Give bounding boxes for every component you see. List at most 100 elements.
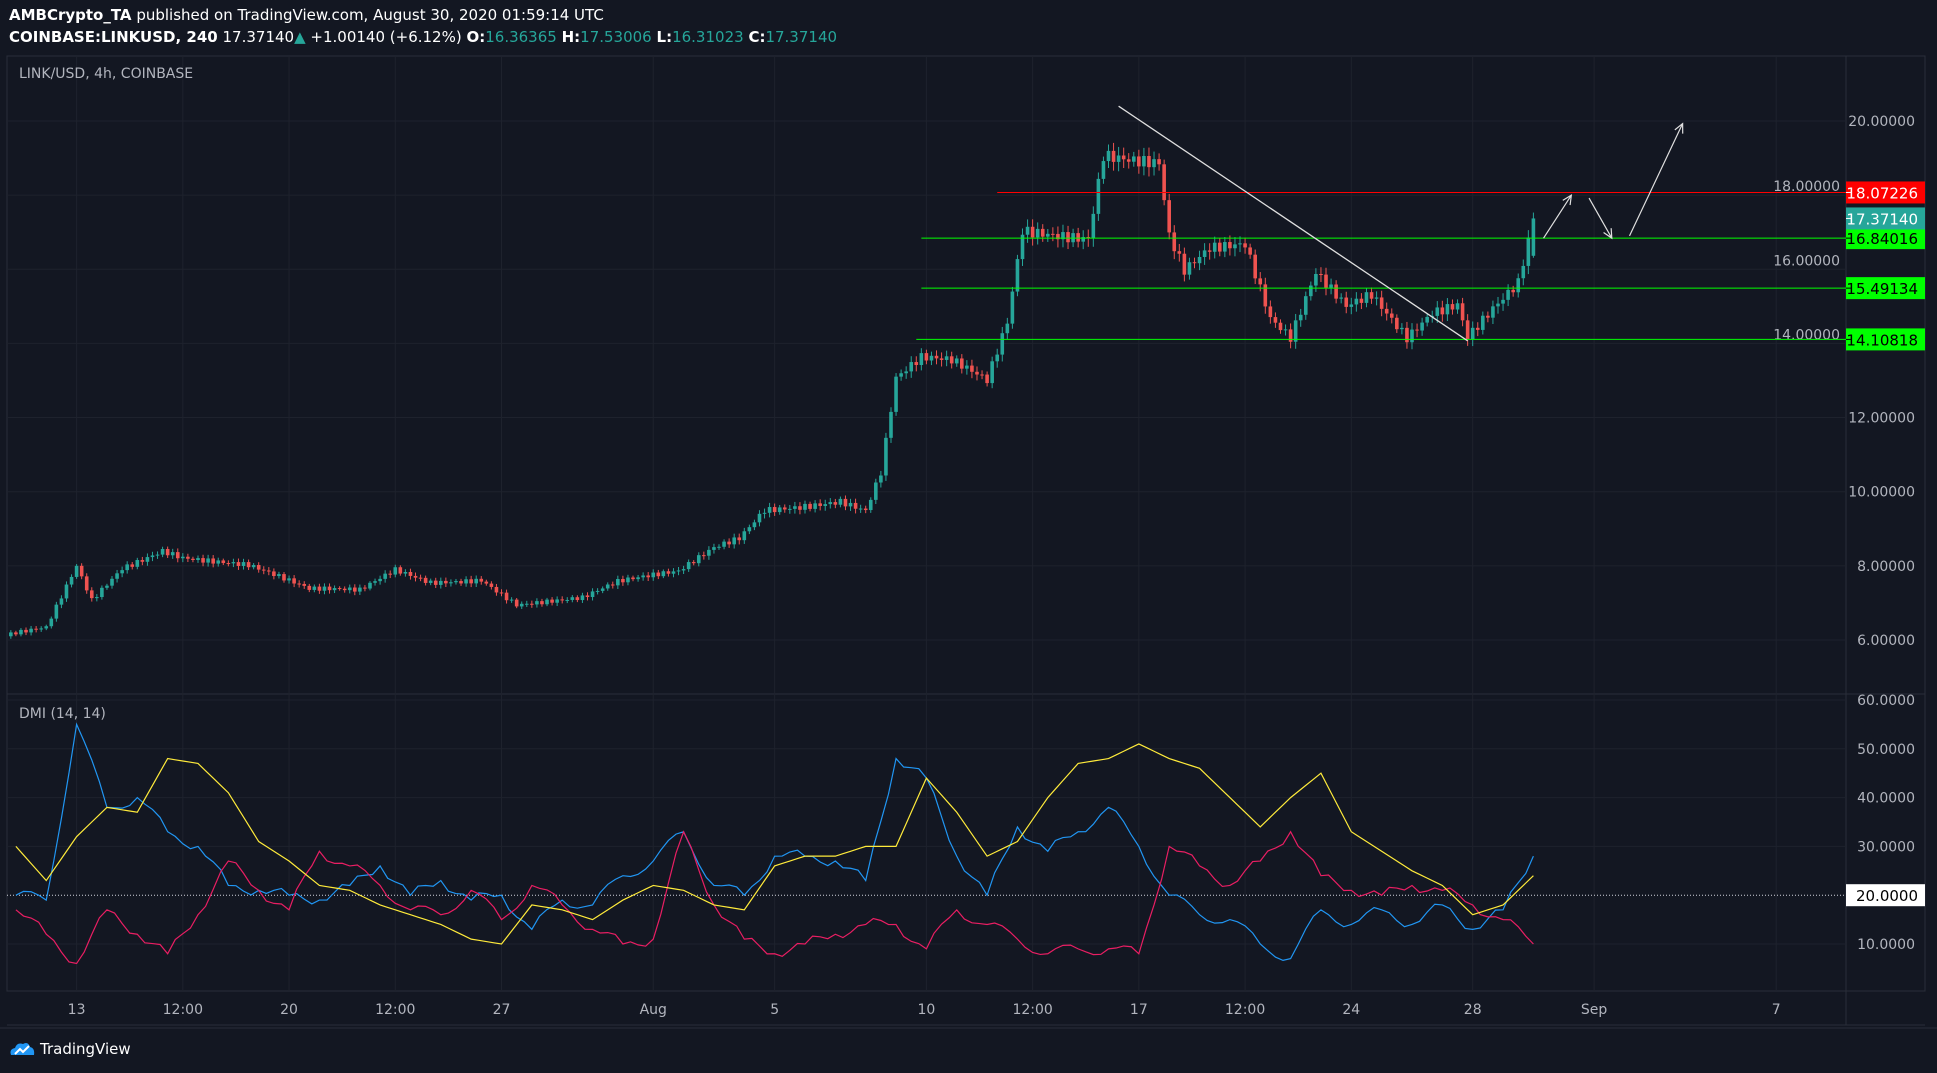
candle-body bbox=[312, 586, 317, 590]
candle-body bbox=[691, 562, 696, 564]
candle-body bbox=[211, 558, 215, 564]
candle-body bbox=[24, 629, 28, 633]
candle-body bbox=[980, 374, 984, 376]
candle-body bbox=[439, 580, 443, 585]
candle-body bbox=[165, 549, 170, 556]
candle-body bbox=[175, 552, 180, 559]
candle-body bbox=[813, 503, 817, 509]
candle-body bbox=[84, 576, 89, 591]
candle-body bbox=[1076, 233, 1080, 242]
candle-body bbox=[1051, 233, 1055, 235]
candle-body bbox=[833, 502, 838, 505]
tradingview-logo[interactable]: TradingView bbox=[9, 1040, 131, 1058]
change: +1.00140 (+6.12%) bbox=[310, 28, 462, 46]
y-tick-label: 8.00000 bbox=[1857, 559, 1915, 575]
candle-body bbox=[1486, 315, 1490, 318]
candle-body bbox=[575, 597, 580, 601]
candle-body bbox=[1475, 327, 1480, 330]
candle-body bbox=[590, 591, 595, 598]
candle-body bbox=[1526, 237, 1531, 266]
candle-body bbox=[115, 573, 119, 579]
candle-body bbox=[1319, 273, 1323, 275]
candle-body bbox=[712, 547, 716, 550]
author[interactable]: AMBCrypto_TA bbox=[9, 6, 132, 24]
candle-body bbox=[261, 569, 266, 571]
candle-body bbox=[444, 580, 448, 584]
candle-body bbox=[29, 628, 33, 633]
level-price-label-box bbox=[1846, 181, 1925, 204]
candle-body bbox=[605, 584, 610, 589]
low-value: 16.31023 bbox=[672, 28, 744, 46]
candle-body bbox=[1126, 159, 1131, 162]
candle-body bbox=[1010, 291, 1015, 324]
candle-body bbox=[307, 585, 312, 590]
candle-body bbox=[1455, 303, 1460, 310]
candle-body bbox=[1025, 226, 1030, 235]
candle-body bbox=[651, 572, 656, 578]
candle-body bbox=[353, 587, 357, 592]
candle-body bbox=[1420, 322, 1424, 331]
candle-body bbox=[1182, 253, 1187, 275]
publish-info: AMBCrypto_TA published on TradingView.co… bbox=[9, 6, 604, 24]
candle-body bbox=[1309, 285, 1313, 297]
candle-body bbox=[560, 599, 564, 601]
candle-body bbox=[1273, 317, 1278, 323]
candle-body bbox=[1369, 292, 1374, 299]
candle-body bbox=[828, 502, 833, 505]
candle-body bbox=[140, 560, 145, 562]
candle-body bbox=[9, 632, 13, 637]
candle-body bbox=[1111, 150, 1116, 162]
x-tick-label: 17 bbox=[1130, 1002, 1148, 1018]
candle-body bbox=[1131, 156, 1136, 162]
candle-body bbox=[1061, 232, 1065, 240]
candle-body bbox=[1187, 262, 1192, 275]
candle-body bbox=[474, 578, 479, 584]
candle-body bbox=[398, 567, 403, 574]
candle-body bbox=[408, 571, 413, 576]
x-tick-label: Sep bbox=[1581, 1002, 1608, 1018]
y-tick-label: 10.00000 bbox=[1848, 485, 1915, 501]
candle-body bbox=[823, 504, 828, 506]
candle-body bbox=[944, 356, 949, 360]
candle-body bbox=[1334, 284, 1338, 299]
candle-body bbox=[1263, 284, 1268, 307]
candle-body bbox=[1516, 278, 1521, 293]
candle-body bbox=[282, 574, 286, 581]
x-tick-label: 10 bbox=[917, 1002, 935, 1018]
dmi-line-plus_di bbox=[15, 722, 1534, 962]
candle-body bbox=[666, 571, 671, 574]
candle-body bbox=[160, 549, 165, 555]
candle-body bbox=[616, 578, 620, 586]
candle-body bbox=[1228, 242, 1232, 249]
candle-body bbox=[1303, 296, 1308, 315]
candle-body bbox=[479, 578, 484, 582]
candle-body bbox=[818, 503, 822, 506]
candle-body bbox=[843, 498, 848, 507]
arrow-head-icon bbox=[1674, 122, 1684, 134]
candle-body bbox=[1233, 244, 1237, 249]
close-value: 17.37140 bbox=[765, 28, 838, 46]
dmi-y-tick-label: 50.0000 bbox=[1857, 742, 1915, 758]
candle-body bbox=[570, 597, 575, 600]
candle-body bbox=[782, 507, 787, 510]
candle-body bbox=[251, 565, 256, 568]
arrow-head-icon bbox=[1562, 193, 1573, 206]
candle-body bbox=[49, 618, 54, 627]
candle-body bbox=[530, 603, 534, 605]
candle-body bbox=[1253, 254, 1257, 279]
candle-body bbox=[489, 583, 494, 587]
candle-body bbox=[1364, 292, 1369, 303]
candle-body bbox=[89, 590, 94, 599]
candle-body bbox=[1481, 315, 1485, 330]
x-tick-label: 28 bbox=[1464, 1002, 1482, 1018]
candle-body bbox=[433, 580, 438, 585]
candle-body bbox=[671, 571, 676, 574]
candle-body bbox=[418, 577, 423, 579]
candle-body bbox=[347, 587, 352, 591]
arrow-head-icon bbox=[1603, 228, 1613, 240]
candle-body bbox=[1238, 243, 1242, 245]
y-tick-label: 14.00000 bbox=[1773, 327, 1840, 343]
candle-body bbox=[1425, 316, 1429, 323]
candle-body bbox=[191, 558, 195, 560]
